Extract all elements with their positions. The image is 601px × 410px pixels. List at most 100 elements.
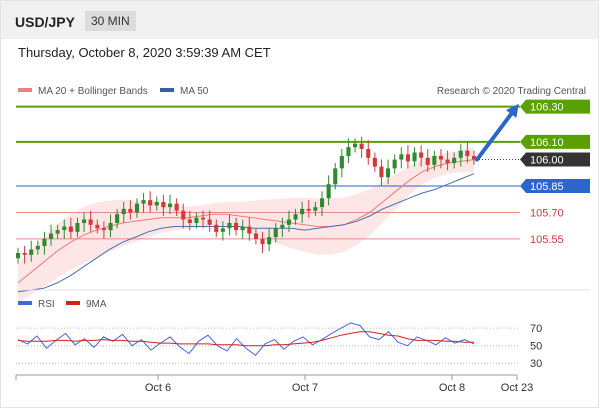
candle-body	[458, 150, 463, 158]
price-level-labels: 106.30 106.10 106.00 105.85 105.70 105.55	[520, 99, 590, 246]
main-legend: MA 20 + Bollinger Bands MA 50	[18, 86, 209, 97]
legend-swatch-ma50	[160, 88, 174, 92]
chart-header: USD/JPY 30 MIN	[1, 1, 598, 39]
legend-swatch-9ma	[66, 301, 80, 305]
candle-body	[161, 201, 166, 208]
rsi-tick-30: 30	[530, 358, 542, 370]
candle-body	[227, 223, 232, 229]
candle-body	[207, 219, 212, 225]
candle-body	[49, 233, 54, 239]
candle-body	[280, 224, 285, 229]
candle-body	[220, 228, 225, 232]
candle-body	[452, 157, 457, 164]
rsi-tick-50: 50	[530, 341, 542, 353]
candle-body	[320, 198, 325, 208]
candle-body	[95, 224, 100, 229]
candle-body	[386, 168, 391, 178]
candle-body	[472, 156, 477, 160]
x-tick-label: Oct 8	[439, 382, 465, 394]
x-tick-label: Oct 23	[501, 382, 533, 394]
x-tick-label: Oct 6	[145, 382, 171, 394]
candle-body	[234, 223, 239, 231]
candle-body	[293, 214, 298, 220]
candle-body	[313, 207, 318, 211]
candle-body	[22, 253, 27, 255]
forecast-arrow-head	[506, 103, 519, 118]
level-label-106-30: 106.30	[530, 102, 564, 114]
candle-body	[260, 238, 265, 245]
candle-body	[128, 208, 133, 213]
legend-swatch-rsi	[18, 301, 32, 305]
level-label-105-55: 105.55	[530, 234, 564, 246]
rsi-panel: 70 50 30	[16, 322, 542, 370]
candle-body	[333, 168, 338, 185]
candle-body	[273, 228, 278, 238]
candle-body	[88, 219, 93, 225]
rsi-legend: RSI 9MA	[18, 299, 107, 310]
candle-body	[306, 208, 311, 211]
x-axis-ticks: Oct 6 Oct 7 Oct 8 Oct 23	[145, 375, 533, 394]
level-tag-106-00	[520, 152, 590, 167]
candle-body	[247, 226, 252, 234]
candle-body	[372, 157, 377, 167]
candle-body	[168, 203, 173, 208]
ma50-line	[17, 173, 475, 293]
candle-body	[82, 219, 87, 223]
candle-body	[326, 184, 331, 199]
candle-body	[339, 156, 344, 169]
candle-body	[154, 201, 159, 206]
timeframe-badge[interactable]: 30 MIN	[85, 11, 136, 31]
level-tag-106-10	[520, 134, 590, 149]
forecast-arrow	[475, 103, 519, 162]
candle-body	[399, 154, 404, 160]
chart-datetime: Thursday, October 8, 2020 3:59:39 AM CET	[18, 45, 271, 60]
legend-label-ma50: MA 50	[180, 86, 209, 97]
candle-body	[141, 200, 146, 204]
level-label-105-70: 105.70	[530, 207, 564, 219]
level-label-106-00: 106.00	[530, 155, 564, 167]
candle-body	[148, 200, 153, 206]
candle-body	[75, 223, 80, 232]
candle-body	[425, 157, 430, 165]
price-levels	[16, 105, 520, 240]
level-tag-106-30	[520, 99, 590, 114]
candle-body	[16, 253, 21, 259]
candle-body	[194, 217, 199, 223]
candle-body	[62, 226, 67, 230]
candle-body	[101, 228, 106, 231]
candle-body	[392, 159, 397, 169]
candle-body	[405, 154, 410, 162]
legend-label-rsi: RSI	[38, 299, 55, 310]
candle-body	[29, 249, 34, 255]
legend-label-9ma: 9MA	[86, 299, 107, 310]
candle-body	[412, 152, 417, 162]
bollinger-band-area	[18, 147, 474, 303]
symbol-label: USD/JPY	[15, 14, 75, 30]
level-tag-105-85	[520, 179, 590, 193]
x-tick-label: Oct 7	[292, 382, 318, 394]
candle-body	[300, 208, 305, 215]
candle-body	[438, 156, 443, 160]
candle-body	[115, 214, 120, 223]
credit-text: Research © 2020 Trading Central	[437, 86, 586, 97]
candle-body	[353, 143, 358, 148]
legend-swatch-ma20	[18, 88, 32, 92]
candle-body	[359, 143, 364, 149]
forecast-arrow-shaft	[475, 108, 516, 162]
candle-body	[187, 219, 192, 223]
rsi-tick-70: 70	[530, 323, 542, 335]
candle-body	[286, 219, 291, 225]
candle-body	[379, 166, 384, 178]
rsi-9ma-line	[17, 331, 474, 347]
candle-body	[240, 226, 245, 230]
candle-body	[253, 233, 258, 239]
candle-body	[35, 245, 40, 250]
candle-body	[68, 226, 73, 232]
ma20-line	[17, 159, 475, 284]
level-label-105-85: 105.85	[530, 181, 564, 193]
candle-body	[267, 237, 272, 245]
candle-body	[201, 217, 206, 220]
moving-averages	[17, 159, 475, 293]
